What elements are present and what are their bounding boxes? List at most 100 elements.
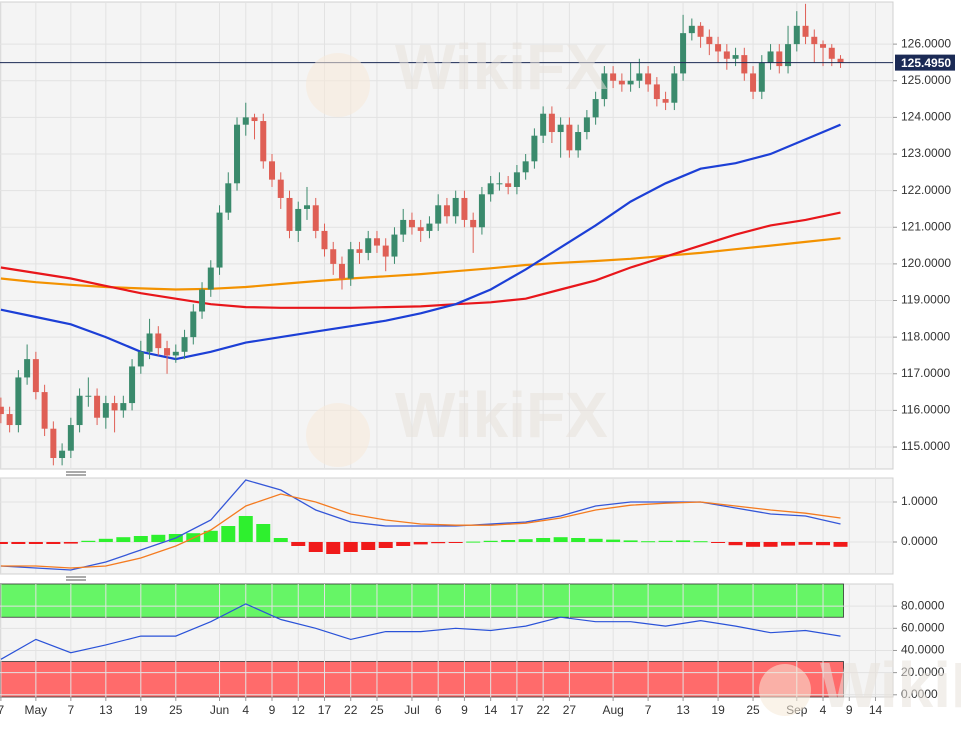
candle-body [522,161,529,173]
watermarks: WikiFX WikiFX WikiFX [306,31,961,721]
candle-body [102,403,109,418]
histogram-bar [28,542,43,544]
candle-body [216,212,223,268]
candle-body [164,348,171,356]
watermark: WikiFX [395,379,608,451]
candle-body [251,117,258,122]
candle-body [408,219,415,228]
x-tick-label: 22 [536,703,550,717]
candle-body [15,377,22,426]
candle-body [548,113,555,133]
line [0,211,841,309]
x-tick-label: 19 [134,703,148,717]
x-tick-label: 6 [435,703,442,717]
y-tick-label: 118.0000 [901,329,950,343]
histogram-bar [256,524,271,542]
candle-body [312,205,319,231]
candle-body [260,121,267,162]
y-tick-label: 121.0000 [901,219,951,233]
candle-body [295,208,302,231]
y-tick-label: 124.0000 [901,110,951,124]
candle-body [286,197,293,231]
histogram-bar [116,537,131,542]
candle-body [129,366,136,404]
candle-body [767,51,774,63]
candle-body [391,234,398,257]
histogram-bar [98,538,113,542]
line [0,603,841,660]
x-tick-label: 14 [869,703,883,717]
histogram-bar [553,537,568,542]
histogram-bar [676,540,691,542]
y-tick-label: 119.0000 [901,293,950,307]
histogram-bar [606,539,621,542]
y-tick-label: 117.0000 [901,366,950,380]
candle-body [583,117,590,133]
candle-body [627,80,634,85]
histogram-bar [588,538,603,542]
histogram-bar [816,542,831,546]
watermark-logo [306,403,370,467]
histogram-bar [431,542,446,544]
candle-body [540,113,547,136]
candle-body [338,263,345,279]
candle-body [785,44,792,67]
histogram-bar [343,542,358,552]
candle-body [531,135,538,162]
candle-body [680,33,687,74]
candle-body [828,47,835,59]
candle-body [373,238,380,246]
histogram-bar [0,542,8,544]
candle-body [653,84,660,100]
x-tick-label: 9 [846,703,853,717]
candle-body [382,245,389,257]
candle-body [697,25,704,37]
histogram-bar [63,542,78,544]
x-tick-label: 27 [563,703,577,717]
y-tick-label: 60.0000 [901,620,945,634]
x-tick-label: 22 [344,703,358,717]
y-tick-label: 116.0000 [901,403,950,417]
x-tick-label: 7 [0,703,5,717]
candle-body [688,25,695,34]
x-tick-label: Aug [602,703,623,717]
histogram-bar [833,542,848,547]
x-tick-label: 17 [318,703,332,717]
candle-body [575,132,582,151]
candle-body [207,267,214,290]
histogram-bar [291,542,306,546]
x-tick-label: 4 [242,703,249,717]
histogram-bar [798,542,813,545]
histogram-bar [693,541,708,543]
candle-body [478,194,485,228]
candle-body [636,73,643,81]
candle-body [155,333,162,349]
candle-body [723,51,730,59]
candle-body [50,428,57,459]
y-tick-label: 122.0000 [901,183,951,197]
candle-body [706,36,713,45]
histogram-bar [483,540,498,542]
y-tick-label: 123.0000 [901,146,951,160]
histogram-bar [536,538,551,542]
x-tick-label: 9 [461,703,468,717]
candle-body [24,359,31,378]
histogram-bar [273,538,288,542]
candle-body [618,80,625,85]
candle-body [645,73,652,85]
candle-body [592,99,599,118]
histogram-bar [501,540,516,542]
candle-body [601,73,608,100]
y-tick-label: 0.0000 [901,534,938,548]
candle-body [365,238,372,253]
candle-body [513,172,520,187]
candle-body [776,51,783,67]
y-tick-label: 1.0000 [901,494,938,508]
candle-body [242,117,249,125]
histogram-bar [571,538,586,542]
candle-body [732,55,739,59]
candle-body [190,311,197,338]
histogram-bar [448,542,463,543]
histogram-bar [221,526,236,542]
candle-body [400,219,407,235]
